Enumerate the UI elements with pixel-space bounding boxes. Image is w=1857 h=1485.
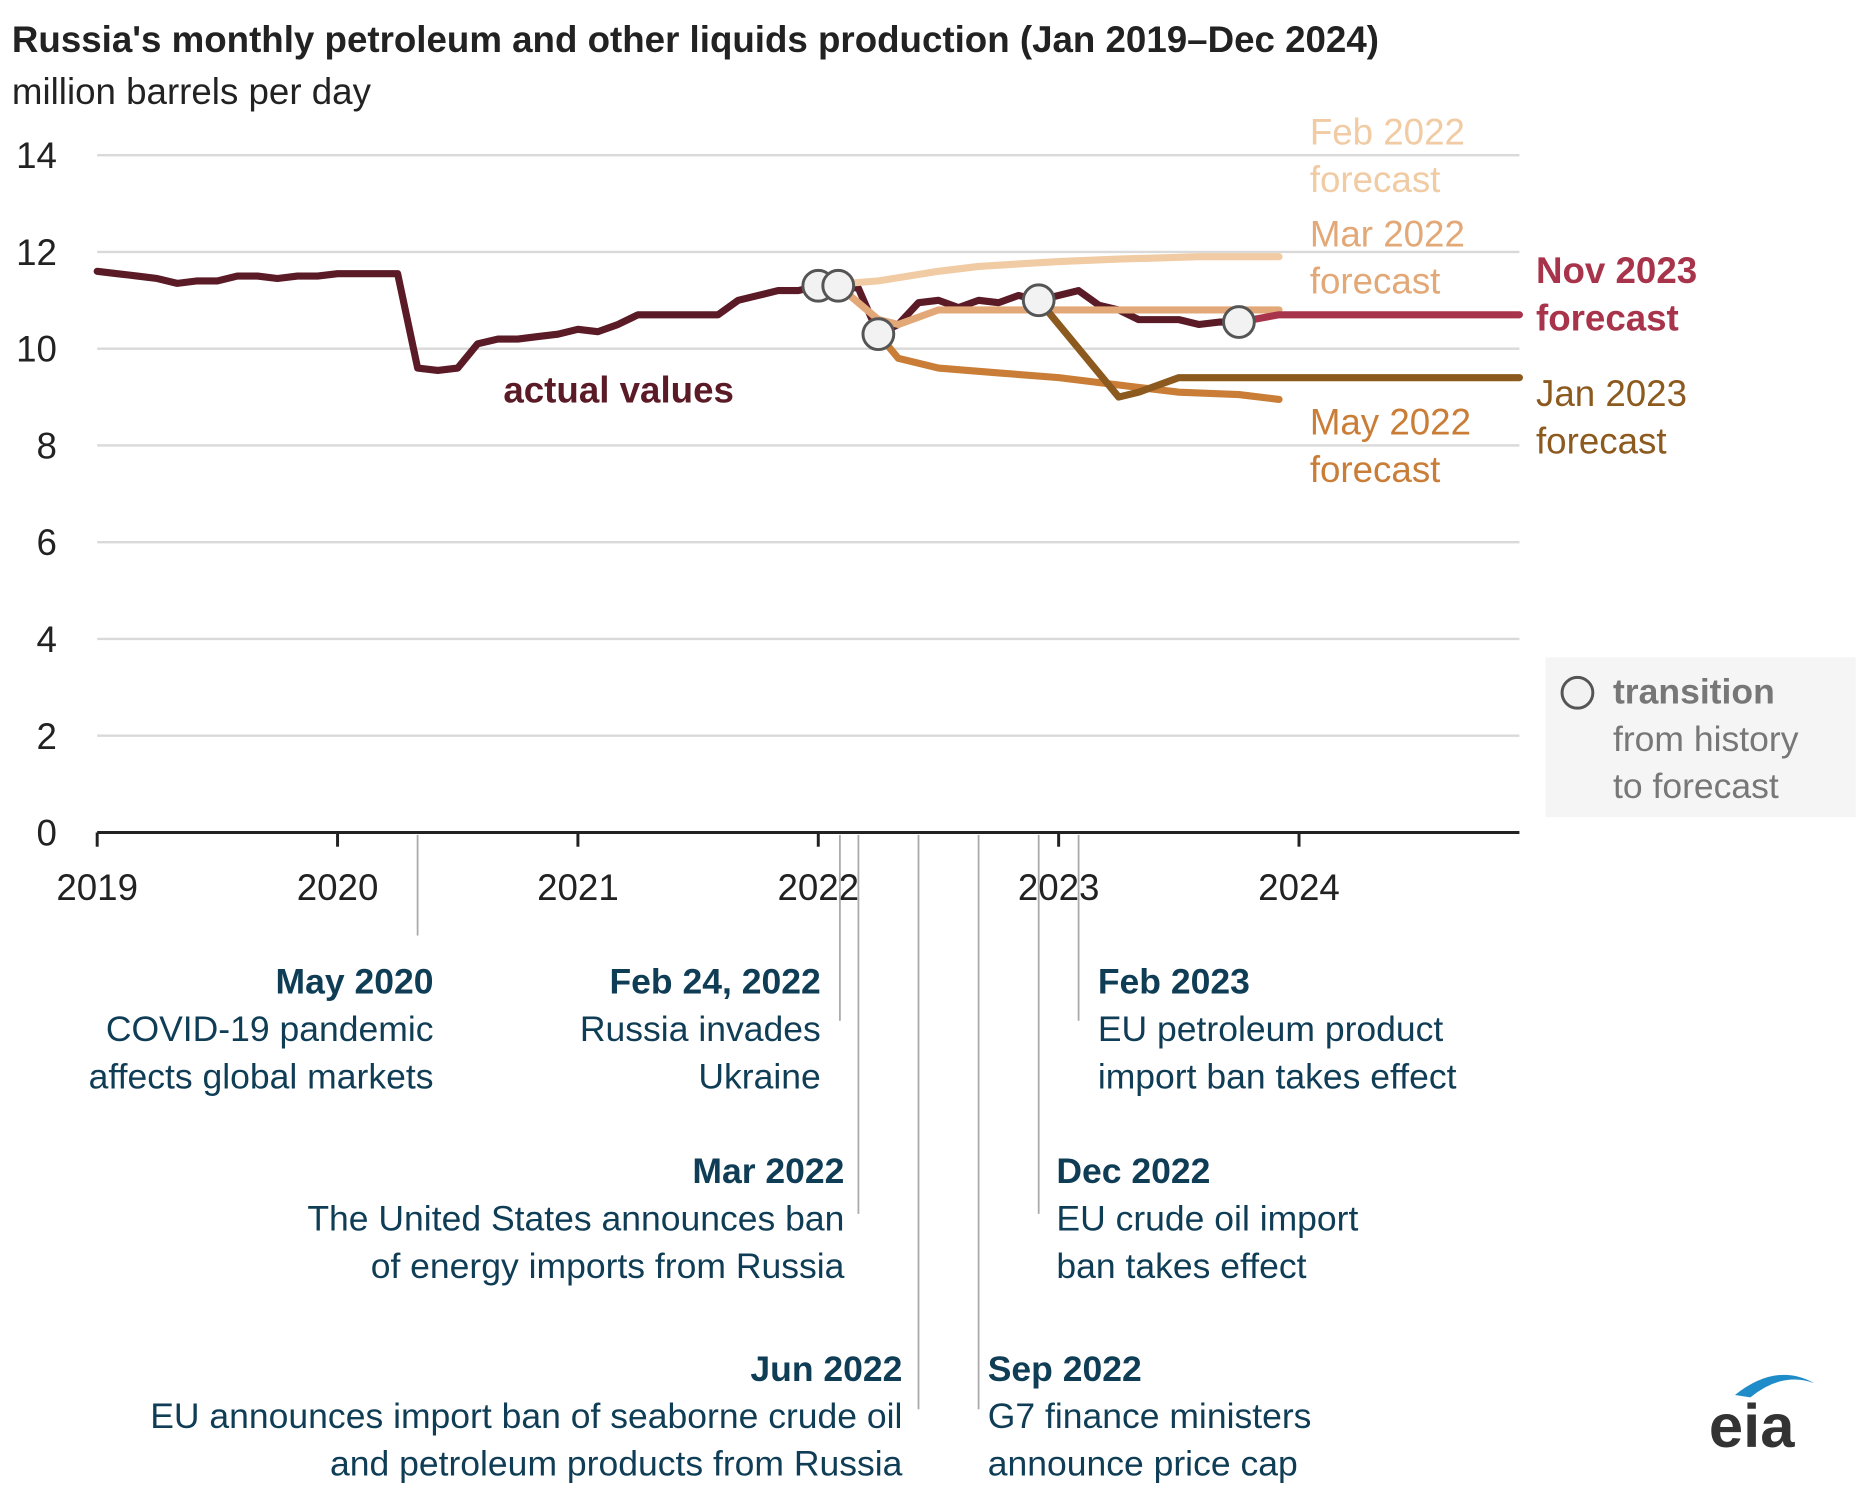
logo-swoosh: [1734, 1374, 1815, 1398]
x-tick-label: 2024: [1258, 867, 1340, 908]
y-tick-label: 0: [36, 813, 56, 854]
x-tick-label: 2022: [777, 867, 859, 908]
event-text: Ukraine: [698, 1056, 820, 1096]
y-tick-label: 12: [16, 232, 57, 273]
event-text: affects global markets: [89, 1056, 434, 1096]
event-text: EU petroleum product: [1098, 1009, 1444, 1049]
series-line: [814, 253, 1283, 290]
event-text: import ban takes effect: [1098, 1056, 1457, 1096]
chart-subtitle: million barrels per day: [12, 71, 372, 112]
x-tick-label: 2021: [537, 867, 619, 908]
y-tick-label: 14: [16, 135, 57, 176]
event-text: of energy imports from Russia: [371, 1246, 845, 1286]
series-label: actual values: [503, 370, 734, 411]
logo: eia: [1709, 1392, 1795, 1461]
legend-box: [1545, 657, 1856, 818]
event-text: COVID-19 pandemic: [106, 1009, 434, 1049]
transition-marker: [1222, 305, 1256, 339]
y-tick-label: 8: [36, 425, 56, 466]
event-text: ban takes effect: [1056, 1246, 1306, 1286]
y-tick-label: 2: [36, 716, 56, 757]
series-line: [834, 282, 1283, 329]
event-text: G7 finance ministers: [988, 1396, 1312, 1436]
chart-title: Russia's monthly petroleum and other liq…: [12, 19, 1379, 60]
event-title: Feb 2023: [1098, 962, 1250, 1002]
transition-marker: [1021, 283, 1056, 318]
event-text: EU crude oil import: [1056, 1198, 1358, 1238]
event-title: Mar 2022: [692, 1151, 844, 1191]
event-text: and petroleum products from Russia: [330, 1444, 903, 1484]
event-text: Russia invades: [580, 1009, 821, 1049]
series-label: Jan 2023 forecast: [1536, 373, 1687, 461]
legend-text: from history: [1613, 719, 1799, 759]
series-label: May 2022 forecast: [1310, 402, 1471, 490]
event-title: Jun 2022: [750, 1349, 902, 1389]
event-title: Feb 24, 2022: [609, 962, 820, 1002]
series-label: Feb 2022 forecast: [1310, 111, 1465, 199]
transition-marker: [821, 268, 856, 303]
event-title: May 2020: [276, 962, 434, 1002]
series-line: [1235, 311, 1523, 326]
series-label: Nov 2023 forecast: [1536, 250, 1697, 338]
event-title: Dec 2022: [1056, 1151, 1210, 1191]
y-tick-label: 4: [36, 619, 56, 660]
event-text: EU announces import ban of seaborne crud…: [150, 1396, 902, 1436]
series-label: Mar 2022 forecast: [1310, 213, 1465, 301]
series-line: [874, 330, 1283, 403]
event-text: The United States announces ban: [307, 1198, 844, 1238]
legend-marker: [1560, 675, 1595, 710]
y-tick-label: 10: [16, 329, 57, 370]
event-title: Sep 2022: [988, 1349, 1142, 1389]
series-line: [93, 267, 1243, 374]
x-tick-label: 2019: [56, 867, 138, 908]
series-line: [1035, 296, 1523, 401]
event-text: announce price cap: [988, 1444, 1298, 1484]
x-tick-label: 2023: [1018, 867, 1100, 908]
legend-title: transition: [1613, 671, 1775, 711]
x-tick-label: 2020: [297, 867, 379, 908]
transition-marker: [861, 317, 896, 352]
y-tick-label: 6: [36, 522, 56, 563]
legend-text: to forecast: [1613, 766, 1779, 806]
